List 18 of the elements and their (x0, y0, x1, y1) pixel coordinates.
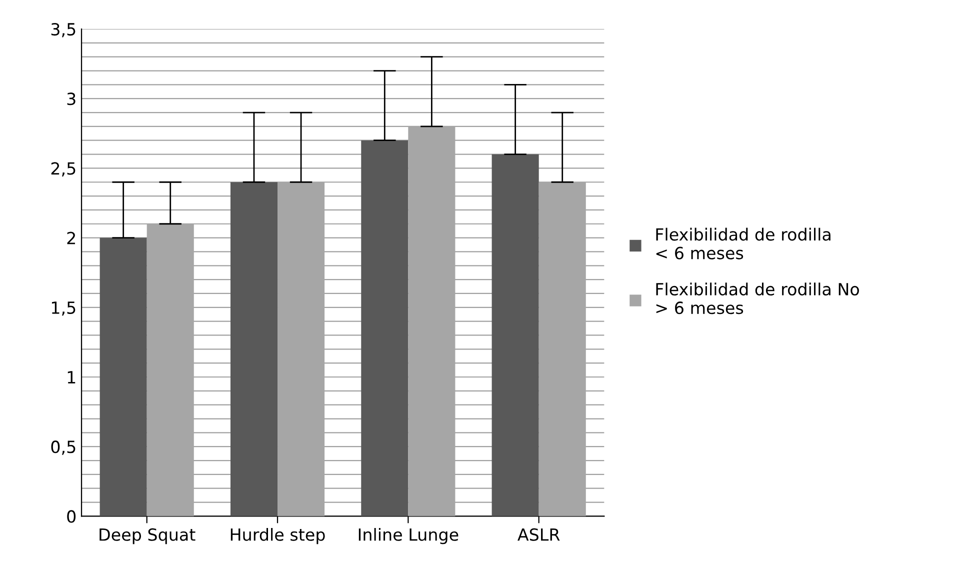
bar (492, 154, 539, 516)
bar (361, 140, 408, 516)
x-tick-label: ASLR (518, 528, 560, 541)
bar (230, 182, 278, 516)
y-tick-label: 0 (67, 510, 76, 523)
y-tick-label: 2,5 (51, 162, 76, 176)
x-tick-label: Deep Squat (100, 528, 196, 544)
y-tick-label: 0,5 (51, 440, 76, 455)
legend-label: Flexibilidad de rodilla No > 6 meses (656, 282, 859, 314)
x-tick-label: Inline Lunge (358, 528, 458, 544)
y-tick-label: 1 (68, 371, 76, 384)
y-tick-label: 3 (67, 92, 76, 106)
y-tick-label: 1,5 (52, 302, 76, 316)
y-tick-label: 3,5 (51, 22, 76, 38)
legend-label: Flexibilidad de rodilla < 6 meses (656, 228, 830, 260)
y-tick-label: 2 (67, 232, 75, 244)
x-tick-label: Hurdle step (230, 528, 325, 544)
bar (100, 238, 147, 516)
